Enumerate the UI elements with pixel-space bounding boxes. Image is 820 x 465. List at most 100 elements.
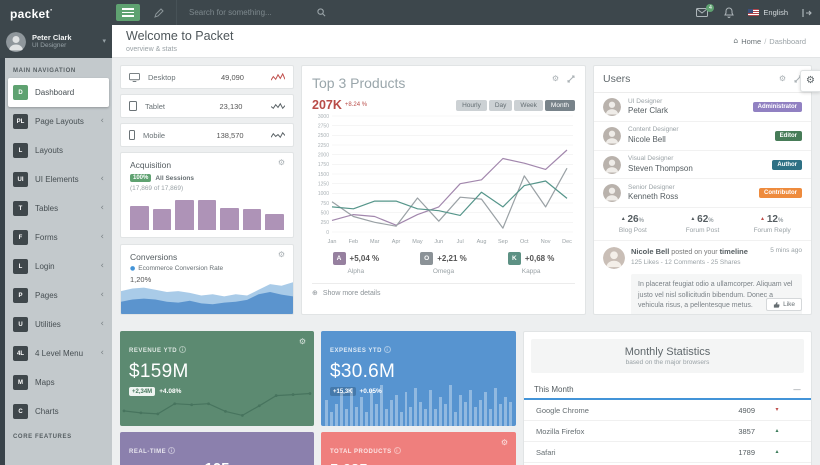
nav-abbr-icon: PL: [13, 114, 28, 129]
browser-row-safari[interactable]: Safari 1789 ▴: [524, 442, 811, 463]
nav-abbr-icon: C: [13, 404, 28, 419]
notifications-button[interactable]: [724, 7, 735, 18]
browser-value: 4909: [738, 405, 755, 415]
post-target[interactable]: timeline: [719, 247, 748, 257]
expenses-bar: [394, 394, 398, 426]
total-products-label: TOTAL PRODUCTS: [330, 449, 392, 455]
acquisition-bar: [242, 209, 262, 230]
expenses-bar: [424, 409, 428, 426]
acquisition-bar: [152, 209, 172, 230]
logo-dot: ·: [49, 4, 54, 15]
browser-row-google-chrome[interactable]: Google Chrome 4909 ▾: [524, 400, 811, 421]
sidebar-item-dashboard[interactable]: D Dashboard: [8, 78, 109, 107]
sidebar-user-panel[interactable]: Peter Clark UI Designer ▾: [0, 25, 112, 58]
revenue-delta: +4.08%: [159, 388, 182, 395]
logout-button[interactable]: [802, 8, 812, 18]
sidebar-item-layouts[interactable]: L Layouts: [5, 136, 112, 165]
user-avatar: [603, 184, 621, 203]
gear-icon[interactable]: ⚙: [551, 74, 559, 83]
svg-text:1250: 1250: [318, 181, 329, 187]
sidebar-item-forms[interactable]: F Forms ‹: [5, 223, 112, 252]
user-avatar: [603, 155, 621, 174]
revenue-label: REVENUE YTD: [129, 348, 178, 354]
sidebar-item-label: Charts: [35, 407, 59, 416]
sidebar-item-tables[interactable]: T Tables ‹: [5, 194, 112, 223]
revenue-badge: +2,34M: [129, 387, 156, 396]
top-products-total: 207K: [312, 98, 342, 112]
sidebar-item-utilities[interactable]: U Utilities ‹: [5, 310, 112, 339]
device-stat-mobile[interactable]: Mobile 138,570: [120, 123, 294, 147]
sidebar-item-page-layouts[interactable]: PL Page Layouts ‹: [5, 107, 112, 136]
page-subtitle: overview & stats: [126, 45, 177, 53]
device-label: Mobile: [143, 130, 166, 140]
language-selector[interactable]: English: [748, 8, 788, 17]
realtime-value: 105: [129, 460, 305, 465]
menu-toggle-button[interactable]: [116, 4, 140, 21]
acquisition-bar: [130, 206, 149, 230]
user-role-badge: Administrator: [752, 101, 802, 112]
sidebar-item-label: Forms: [35, 233, 58, 242]
user-row-kenneth-ross[interactable]: Senior Designer Kenneth Ross Contributor: [594, 179, 811, 209]
sidebar-item-label: Page Layouts: [35, 117, 84, 126]
compose-icon[interactable]: [154, 7, 164, 18]
range-button-day[interactable]: Day: [488, 99, 513, 111]
gear-icon[interactable]: ⚙: [298, 337, 306, 346]
user-row-steven-thompson[interactable]: Visual Designer Steven Thompson Author: [594, 151, 811, 180]
like-button[interactable]: Like: [766, 297, 802, 311]
language-label: English: [763, 8, 788, 17]
top-bar: packet· 4 English: [0, 0, 820, 25]
conversions-rate: 1,20%: [130, 275, 152, 284]
top-products-line-chart: 0 250 500 750 1000 1250 1500 1750 2000 2250 2500 27…: [318, 114, 573, 245]
expand-icon[interactable]: [567, 75, 575, 83]
sidebar-item-4-level-menu[interactable]: 4L 4 Level Menu ‹: [5, 339, 112, 368]
range-button-week[interactable]: Week: [514, 99, 543, 111]
top-products-legend: A +5,04 % Alpha O +2,21 % Omega K +0,68 % Kappa: [312, 252, 575, 275]
chevron-left-icon: ‹: [100, 348, 104, 358]
device-stat-desktop[interactable]: Desktop 49,090: [120, 65, 294, 89]
sidebar-item-login[interactable]: L Login ‹: [5, 252, 112, 281]
gear-icon[interactable]: ⚙: [778, 74, 786, 83]
nav-abbr-icon: T: [13, 201, 28, 216]
sidebar-item-maps[interactable]: M Maps: [5, 368, 112, 397]
device-stat-tablet[interactable]: Tablet 23,130: [120, 94, 294, 118]
sidebar-item-ui-elements[interactable]: UI UI Elements ‹: [5, 165, 112, 194]
range-button-month[interactable]: Month: [544, 99, 575, 111]
collapse-icon[interactable]: —: [793, 384, 801, 394]
chevron-left-icon: ‹: [100, 319, 104, 329]
expenses-bar: [459, 394, 463, 426]
sidebar-item-pages[interactable]: P Pages ‹: [5, 281, 112, 310]
breadcrumb-home[interactable]: Home: [741, 36, 762, 46]
theme-settings-button[interactable]: ⚙: [800, 70, 820, 92]
users-title: Users: [603, 73, 631, 85]
conversions-panel: Conversions ⚙ ● Ecommerce Conversion Rat…: [120, 244, 294, 315]
show-more-details-link[interactable]: ⊕ Show more details: [312, 283, 575, 297]
legend-name: Omega: [432, 268, 455, 275]
user-row-name: Peter Clark: [628, 105, 669, 115]
search-input[interactable]: [189, 8, 317, 17]
user-stat-label: Forum Post: [685, 227, 720, 235]
user-row-nicole-bell[interactable]: Content Designer Nicole Bell Editor: [594, 122, 811, 151]
user-row-peter-clark[interactable]: UI Designer Peter Clark Administrator: [594, 93, 811, 122]
gear-icon[interactable]: ⚙: [277, 250, 285, 259]
legend-badge: A: [332, 252, 346, 265]
gear-icon[interactable]: ⚙: [277, 158, 285, 167]
tab-this-month[interactable]: This Month: [534, 385, 574, 394]
svg-text:Jul: Jul: [457, 239, 464, 245]
search-icon[interactable]: [317, 8, 326, 17]
realtime-label: REAL-TIME: [129, 449, 167, 455]
page-header: Welcome to Packet overview & stats ⌂ Hom…: [112, 25, 820, 58]
svg-text:2000: 2000: [318, 152, 329, 158]
sidebar-item-charts[interactable]: C Charts: [5, 397, 112, 426]
browser-row-mozilla-firefox[interactable]: Mozilla Firefox 3857 ▴: [524, 421, 811, 442]
gear-icon[interactable]: ⚙: [500, 438, 508, 447]
acquisition-bar: [197, 200, 217, 230]
nav-footer-label: CORE FEATURES: [13, 434, 72, 440]
expenses-bar: [503, 397, 507, 426]
messages-button[interactable]: 4: [696, 4, 715, 17]
expenses-bar: [414, 387, 418, 426]
post-author[interactable]: Nicole Bell: [631, 247, 670, 257]
user-avatar: [603, 126, 621, 145]
svg-text:Apr: Apr: [392, 239, 401, 245]
range-button-hourly[interactable]: Hourly: [456, 99, 487, 111]
nav-section-label: MAIN NAVIGATION: [13, 68, 76, 74]
